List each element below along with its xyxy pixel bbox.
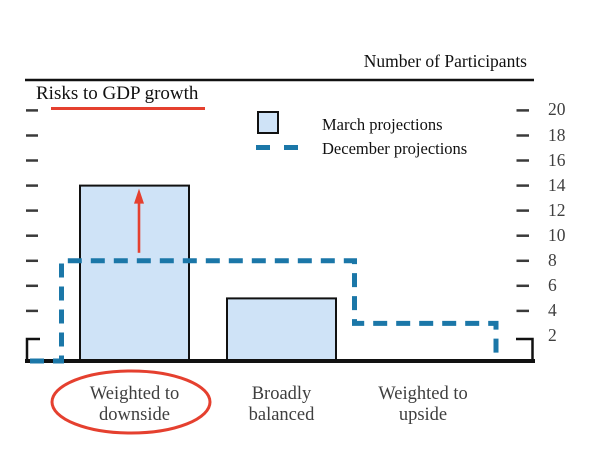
category-label: Weighted to upside <box>378 384 468 425</box>
y-axis-title: Number of Participants <box>363 51 527 71</box>
category-label: Broadly balanced <box>248 384 315 425</box>
y-tick-label: 2 <box>548 324 557 345</box>
y-tick-label: 18 <box>548 124 566 145</box>
y-tick-label: 10 <box>548 224 566 245</box>
legend-march-label: March projections <box>322 115 443 134</box>
legend-december-dash-icon <box>256 145 298 150</box>
panel-label-underline <box>51 107 205 110</box>
legend-december-label: December projections <box>322 139 468 158</box>
category-label: Weighted to downside <box>89 384 180 425</box>
y-tick-label: 12 <box>548 199 566 220</box>
y-tick-label: 14 <box>548 174 566 195</box>
y-tick-label: 8 <box>548 249 557 270</box>
y-tick-label: 4 <box>548 299 557 320</box>
y-tick-label: 20 <box>548 99 566 120</box>
panel-label: Risks to GDP growth <box>36 83 199 104</box>
legend-march-swatch-icon <box>257 111 279 134</box>
y-tick-label: 6 <box>548 274 557 295</box>
y-tick-label: 16 <box>548 149 566 170</box>
